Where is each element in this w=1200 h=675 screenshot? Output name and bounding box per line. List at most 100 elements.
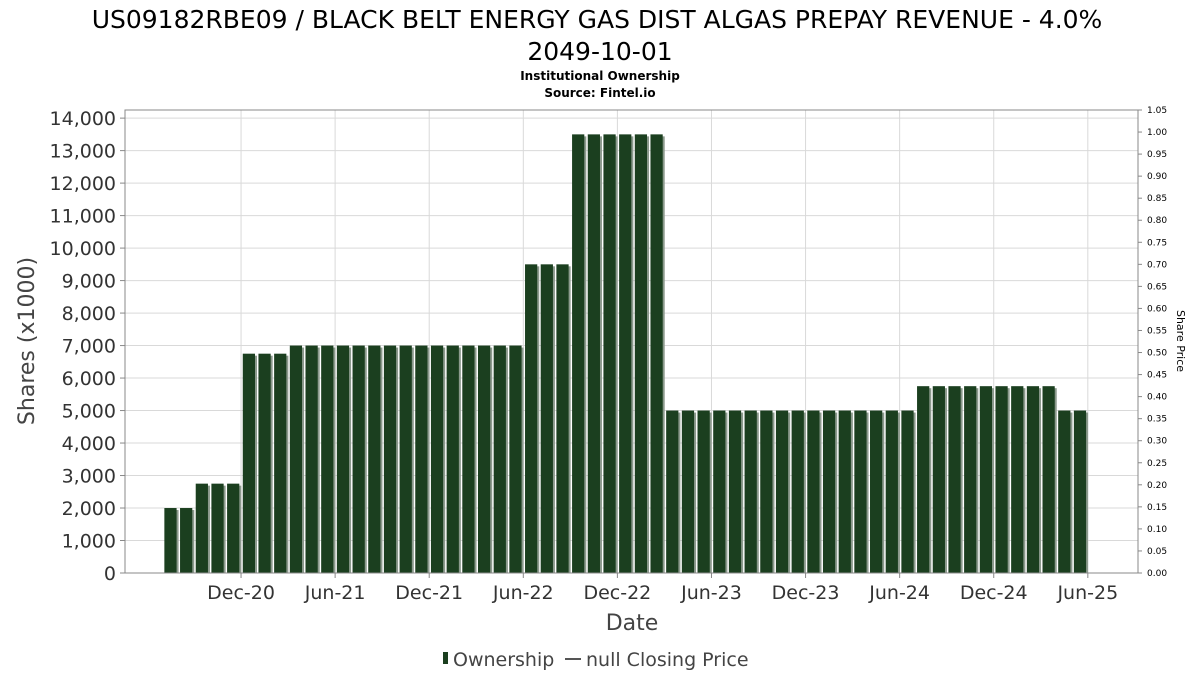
ownership-bar (822, 410, 836, 573)
y-tick-label: 7,000 (62, 336, 116, 358)
chart-title-line2: 2049-10-01 (527, 37, 672, 66)
y2-tick-label: 0.75 (1147, 238, 1167, 248)
ownership-bar (211, 483, 224, 573)
ownership-bar (650, 134, 663, 574)
x-tick-label: Jun-23 (680, 582, 742, 604)
ownership-bar (634, 134, 648, 574)
y2-tick-label: 0.95 (1147, 150, 1167, 160)
ownership-bar (368, 345, 381, 573)
ownership-bar (885, 410, 898, 573)
ownership-bar (728, 410, 742, 573)
y-tick-label: 14,000 (50, 108, 116, 130)
y-axis-right: 0.00 0.05 0.10 0.15 0.20 0.25 0.30 0.35 0.40 0.45… (1138, 106, 1167, 579)
ownership-bar (399, 345, 412, 573)
y-tick-label: 2,000 (62, 498, 116, 520)
y2-tick-label: 0.65 (1147, 282, 1167, 292)
x-tick-label: Dec-24 (960, 582, 1028, 604)
ownership-bar (697, 410, 710, 573)
ownership-bar (509, 345, 522, 573)
ownership-bar (195, 483, 208, 573)
y-tick-label: 3,000 (62, 466, 116, 488)
ownership-bar (1058, 410, 1071, 573)
y-tick-label: 5,000 (62, 401, 116, 423)
y2-tick-label: 0.90 (1147, 172, 1167, 182)
ownership-bar (775, 410, 789, 573)
ownership-bar (995, 386, 1008, 573)
ownership-bar (1073, 410, 1087, 573)
y2-tick-label: 0.30 (1147, 437, 1167, 447)
y-tick-label: 6,000 (62, 368, 116, 390)
ownership-bar (603, 134, 616, 574)
ownership-bar (948, 386, 961, 573)
ownership-bar (760, 410, 773, 573)
y-tick-label: 0 (104, 563, 116, 585)
ownership-bar (383, 345, 397, 573)
y2-tick-label: 0.00 (1147, 569, 1167, 579)
ownership-bar (321, 345, 334, 573)
y2-tick-label: 0.40 (1147, 393, 1167, 403)
y-tick-label: 1,000 (62, 531, 116, 553)
x-tick-label: Jun-25 (1056, 582, 1118, 604)
plot-area-border (124, 109, 1139, 574)
ownership-bar (932, 386, 945, 573)
ownership-bar (493, 345, 506, 573)
ownership-bar (870, 410, 883, 573)
ownership-bar (446, 345, 459, 573)
ownership-bar (477, 345, 491, 573)
chart-title-line1: US09182RBE09 / BLACK BELT ENERGY GAS DIS… (92, 5, 1103, 34)
y-tick-label: 10,000 (50, 238, 116, 260)
ownership-bar (979, 386, 993, 573)
ownership-bar (1011, 386, 1024, 573)
ownership-bar (289, 345, 303, 573)
ownership-bar (807, 410, 820, 573)
ownership-bar (744, 410, 757, 573)
ownership-bar (336, 345, 350, 573)
ownership-bar (572, 134, 585, 574)
x-tick-label: Dec-21 (395, 582, 463, 604)
ownership-bar (838, 410, 851, 573)
y2-tick-label: 1.05 (1147, 106, 1167, 116)
y2-tick-label: 0.35 (1147, 415, 1167, 425)
y2-tick-label: 0.55 (1147, 326, 1167, 336)
ownership-bar (305, 345, 318, 573)
legend: Ownership null Closing Price (443, 649, 749, 671)
ownership-bar (462, 345, 475, 573)
ownership-bar (242, 353, 255, 573)
ownership-bar (556, 264, 569, 573)
y-tick-label: 13,000 (50, 141, 116, 163)
legend-ownership-swatch (443, 652, 448, 664)
x-axis: Dec-20 Jun-21 Dec-21 Jun-22 Dec-22 Jun-23 Dec-… (207, 573, 1118, 604)
y2-tick-label: 0.60 (1147, 304, 1167, 314)
bars (164, 134, 1089, 574)
legend-closing-price-label: null Closing Price (586, 649, 749, 671)
y-tick-label: 9,000 (62, 271, 116, 293)
ownership-bar (666, 410, 679, 573)
y2-tick-label: 0.25 (1147, 459, 1167, 469)
y2-tick-label: 0.20 (1147, 481, 1167, 491)
ownership-bar (274, 353, 287, 573)
ownership-bar (917, 386, 930, 573)
y-tick-label: 4,000 (62, 433, 116, 455)
y2-tick-label: 0.15 (1147, 503, 1167, 513)
x-tick-label: Dec-22 (583, 582, 651, 604)
y2-tick-label: 0.80 (1147, 216, 1167, 226)
x-tick-label: Jun-22 (492, 582, 554, 604)
y-axis-title: Shares (x1000) (15, 257, 40, 425)
y-axis-left: 0 1,000 2,000 3,000 4,000 5,000 6,000 7,000 8,00… (50, 108, 125, 585)
ownership-bar (525, 264, 538, 573)
ownership-bar (587, 134, 600, 574)
legend-ownership-label: Ownership (453, 649, 554, 671)
chart-subtitle-line1: Institutional Ownership (520, 69, 680, 83)
y2-tick-label: 0.70 (1147, 260, 1167, 270)
y2-axis-title: Share Price (1174, 310, 1187, 372)
x-tick-label: Dec-20 (207, 582, 275, 604)
x-tick-label: Jun-24 (868, 582, 930, 604)
ownership-bar (164, 508, 177, 573)
ownership-bar (713, 410, 726, 573)
y2-tick-label: 0.85 (1147, 194, 1167, 204)
y2-tick-label: 0.10 (1147, 525, 1167, 535)
y-tick-label: 12,000 (50, 173, 116, 195)
ownership-bar (1042, 386, 1055, 573)
y2-tick-label: 1.00 (1147, 128, 1167, 138)
ownership-bar (964, 386, 977, 573)
